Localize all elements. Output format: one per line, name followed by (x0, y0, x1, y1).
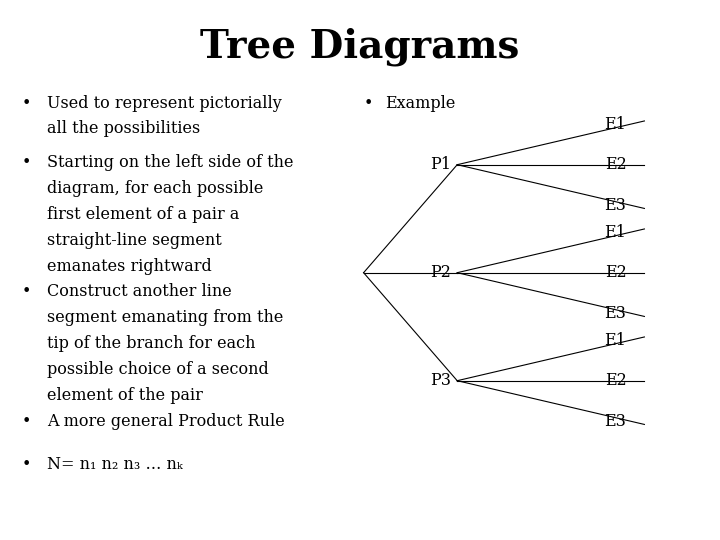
Text: straight-line segment: straight-line segment (47, 232, 222, 248)
Text: E2: E2 (605, 372, 626, 389)
Text: E1: E1 (605, 332, 626, 349)
Text: P2: P2 (431, 264, 451, 281)
Text: emanates rightward: emanates rightward (47, 258, 212, 274)
Text: E1: E1 (605, 116, 626, 133)
Text: Used to represent pictorially: Used to represent pictorially (47, 94, 282, 111)
Text: P3: P3 (431, 372, 451, 389)
Text: possible choice of a second: possible choice of a second (47, 361, 269, 378)
Text: element of the pair: element of the pair (47, 387, 202, 404)
Text: first element of a pair a: first element of a pair a (47, 206, 239, 222)
Text: A more general Product Rule: A more general Product Rule (47, 413, 284, 430)
Text: Construct another line: Construct another line (47, 284, 232, 300)
Text: P1: P1 (431, 156, 451, 173)
Text: Example: Example (385, 94, 456, 111)
Text: segment emanating from the: segment emanating from the (47, 309, 283, 326)
Text: E3: E3 (605, 305, 626, 322)
Text: •: • (364, 94, 373, 111)
Text: •: • (22, 456, 31, 473)
Text: •: • (22, 154, 31, 171)
Text: •: • (22, 94, 31, 111)
Text: N= n₁ n₂ n₃ … nₖ: N= n₁ n₂ n₃ … nₖ (47, 456, 182, 473)
Text: •: • (22, 413, 31, 430)
Text: Tree Diagrams: Tree Diagrams (200, 27, 520, 65)
Text: •: • (22, 284, 31, 300)
Text: diagram, for each possible: diagram, for each possible (47, 180, 264, 197)
Text: E3: E3 (605, 197, 626, 214)
Text: E1: E1 (605, 224, 626, 241)
Text: E2: E2 (605, 156, 626, 173)
Text: tip of the branch for each: tip of the branch for each (47, 335, 256, 352)
Text: Starting on the left side of the: Starting on the left side of the (47, 154, 293, 171)
Text: E2: E2 (605, 264, 626, 281)
Text: all the possibilities: all the possibilities (47, 120, 200, 137)
Text: E3: E3 (605, 413, 626, 430)
